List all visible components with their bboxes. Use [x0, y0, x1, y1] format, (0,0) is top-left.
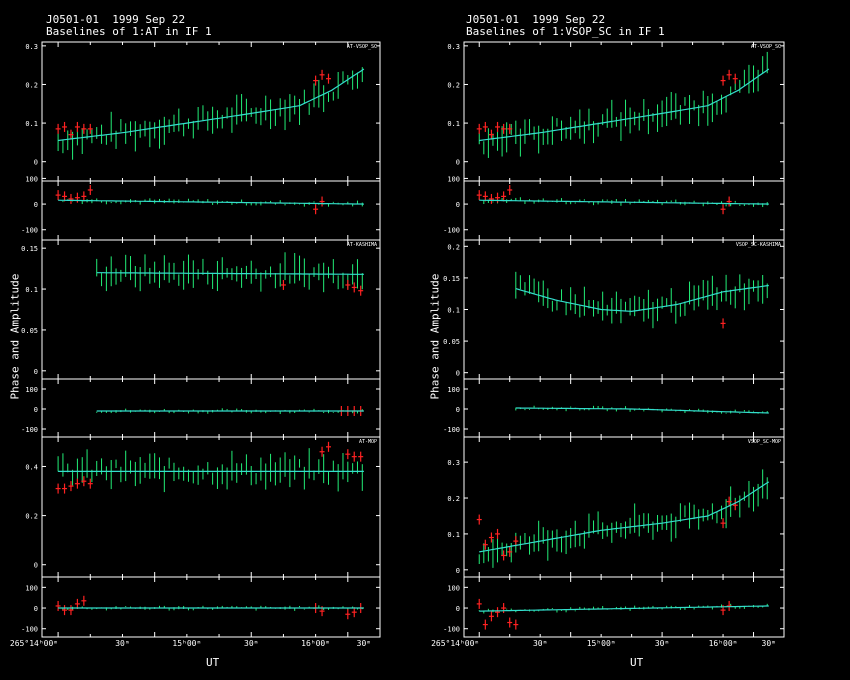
phase-panel-frame — [463, 576, 785, 638]
amplitude-ytick-label: 0 — [456, 567, 460, 575]
amplitude-ytick-label: 0.2 — [25, 513, 38, 521]
baseline-label: AT-MOP — [359, 439, 377, 445]
baseline-label: VSOP_SC-MOP — [748, 439, 781, 445]
amplitude-ytick-label: 0.15 — [443, 275, 460, 283]
phase-ytick-label: 0 — [456, 201, 460, 209]
x-tick-label: 30ᵐ — [533, 639, 547, 648]
phase-ytick-label: 100 — [447, 584, 460, 592]
amplitude-ytick-label: 0.2 — [447, 495, 460, 503]
phase-ytick-label: -100 — [21, 426, 38, 434]
amplitude-ytick-label: 0.2 — [447, 81, 460, 89]
x-tick-label: 265°14ʰ00ᵐ — [431, 639, 479, 648]
amplitude-ytick-label: 0.3 — [25, 43, 38, 51]
left-title-line1: J0501-01 1999 Sep 22 — [46, 13, 186, 26]
phase-ytick-label: -100 — [443, 426, 460, 434]
x-tick-label: 30ᵐ — [357, 639, 371, 648]
amplitude-ytick-label: 0.2 — [25, 81, 38, 89]
left-y-axis-label: Phase and Amplitude — [8, 273, 22, 400]
phase-ytick-label: 0 — [456, 406, 460, 414]
baseline-label: AT-VSOP_SC — [751, 44, 781, 50]
right-title-line1: J0501-01 1999 Sep 22 — [466, 13, 606, 26]
x-tick-label: 16ʰ00ᵐ — [301, 639, 330, 648]
phase-ytick-label: 100 — [447, 175, 460, 183]
amplitude-ytick-label: 0.4 — [25, 463, 38, 471]
phase-model-curve — [515, 407, 769, 414]
phase-ytick-label: 0 — [34, 406, 38, 414]
amplitude-panel-frame — [41, 41, 381, 182]
x-tick-label: 30ᵐ — [655, 639, 669, 648]
amplitude-model-curve — [479, 68, 770, 142]
amplitude-ytick-label: 0 — [34, 368, 38, 376]
amplitude-panel-frame — [463, 41, 785, 182]
amplitude-ytick-label: 0.05 — [443, 338, 460, 346]
amplitude-ytick-label: 0.1 — [25, 120, 38, 128]
phase-ytick-label: 0 — [34, 201, 38, 209]
right-x-axis-label: UT — [630, 656, 644, 669]
amplitude-ytick-label: 0 — [34, 562, 38, 570]
amplitude-ytick-label: 0.2 — [447, 243, 460, 251]
x-tick-label: 15ʰ00ᵐ — [172, 639, 201, 648]
amplitude-panel-frame — [41, 239, 381, 380]
amplitude-ytick-label: 0.05 — [21, 327, 38, 335]
phase-ytick-label: -100 — [21, 227, 38, 235]
phase-model-curve — [479, 605, 769, 612]
amplitude-model-curve — [515, 284, 769, 313]
x-tick-label: 30ᵐ — [244, 639, 258, 648]
amplitude-panel-frame — [463, 436, 785, 578]
amplitude-ytick-label: 0.1 — [447, 120, 460, 128]
amplitude-model-curve — [479, 481, 770, 553]
amplitude-ytick-label: 0.1 — [25, 286, 38, 294]
left-title-line2: Baselines of 1:AT in IF 1 — [46, 25, 212, 38]
amplitude-model-curve — [96, 272, 364, 275]
amplitude-ytick-label: 0 — [456, 159, 460, 167]
phase-model-curve — [479, 199, 769, 205]
phase-ytick-label: 100 — [25, 175, 38, 183]
baseline-label: AT-KASHIMA — [347, 242, 377, 248]
x-tick-label: 30ᵐ — [762, 639, 776, 648]
x-tick-label: 16ʰ00ᵐ — [709, 639, 738, 648]
baseline-label: AT-VSOP_SC — [347, 44, 377, 50]
baseline-label: VSOP_SC-KASHIMA — [736, 242, 781, 248]
phase-ytick-label: 100 — [25, 584, 38, 592]
phase-ytick-label: 100 — [25, 386, 38, 394]
phase-panel-frame — [463, 378, 785, 438]
amplitude-ytick-label: 0.15 — [21, 245, 38, 253]
phase-panel-frame — [41, 378, 381, 438]
x-tick-label: 265°14ʰ00ᵐ — [10, 639, 58, 648]
right-title-line2: Baselines of 1:VSOP_SC in IF 1 — [466, 25, 665, 38]
amplitude-panel-frame — [463, 239, 785, 380]
x-tick-label: 30ᵐ — [115, 639, 129, 648]
amplitude-panel-frame — [41, 436, 381, 578]
amplitude-ytick-label: 0 — [456, 370, 460, 378]
phase-ytick-label: -100 — [21, 626, 38, 634]
x-tick-label: 15ʰ00ᵐ — [587, 639, 616, 648]
right-y-axis-label: Phase and Amplitude — [428, 273, 442, 400]
amplitude-ytick-label: 0.3 — [447, 43, 460, 51]
phase-ytick-label: -100 — [443, 227, 460, 235]
phase-ytick-label: 100 — [447, 386, 460, 394]
amplitude-ytick-label: 0.1 — [447, 307, 460, 315]
phase-model-curve — [58, 199, 364, 205]
amplitude-ytick-label: 0.3 — [447, 459, 460, 467]
amplitude-ytick-label: 0.1 — [447, 531, 460, 539]
left-x-axis-label: UT — [206, 656, 220, 669]
phase-panel-frame — [41, 576, 381, 638]
amplitude-ytick-label: 0 — [34, 159, 38, 167]
phase-ytick-label: 0 — [456, 605, 460, 613]
phase-ytick-label: 0 — [34, 605, 38, 613]
amplitude-model-curve — [58, 68, 365, 142]
phase-ytick-label: -100 — [443, 626, 460, 634]
